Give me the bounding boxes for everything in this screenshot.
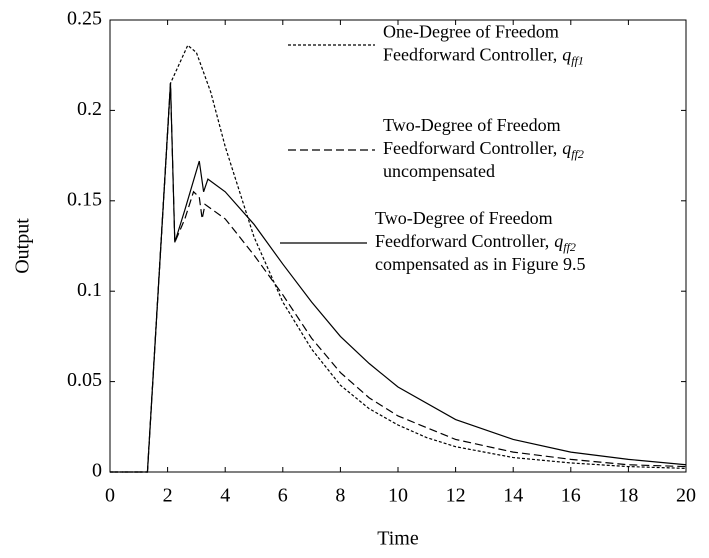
y-tick-label: 0.15 (67, 188, 102, 210)
legend-symbol-base: q (562, 45, 571, 65)
legend-label: Two-Degree of Freedom (375, 208, 553, 228)
x-tick-label: 18 (618, 485, 638, 507)
series-line (110, 44, 687, 473)
legend-symbol-base: q (554, 231, 563, 251)
legend-label: Feedforward Controller, (383, 138, 557, 158)
x-tick-label: 12 (446, 485, 466, 507)
y-tick-label: 0.1 (77, 279, 102, 301)
y-tick-label: 0.05 (67, 369, 102, 391)
x-axis-label: Time (377, 528, 419, 550)
legend-label: One-Degree of Freedom (383, 22, 559, 42)
x-tick-label: 20 (676, 485, 696, 507)
y-tick-label: 0 (92, 460, 102, 482)
legend-label: uncompensated (383, 161, 495, 181)
series-line (110, 83, 687, 473)
x-tick-label: 10 (388, 485, 408, 507)
x-tick-label: 16 (561, 485, 581, 507)
legend-symbol: qff2 (554, 231, 576, 254)
legend-label: Two-Degree of Freedom (383, 115, 561, 135)
legend-symbol: qff1 (562, 45, 584, 68)
x-tick-label: 2 (163, 485, 173, 507)
legend-symbol-base: q (562, 138, 571, 158)
x-tick-label: 8 (335, 485, 345, 507)
y-tick-label: 0.2 (77, 98, 102, 120)
legend-label: Feedforward Controller, (375, 231, 549, 251)
series-line (110, 83, 687, 473)
y-tick-label: 0.25 (67, 8, 102, 30)
x-tick-label: 6 (278, 485, 288, 507)
legend-symbol-sub: ff2 (571, 147, 584, 161)
y-axis-label: Output (12, 218, 34, 274)
x-tick-label: 0 (105, 485, 115, 507)
legend-symbol-sub: ff2 (563, 240, 576, 254)
x-tick-label: 4 (220, 485, 230, 507)
legend-symbol: qff2 (562, 138, 584, 161)
legend-symbol-sub: ff1 (571, 53, 584, 67)
legend-label: Feedforward Controller, (383, 45, 557, 65)
legend-label: compensated as in Figure 9.5 (375, 254, 585, 274)
x-tick-label: 14 (503, 485, 523, 507)
